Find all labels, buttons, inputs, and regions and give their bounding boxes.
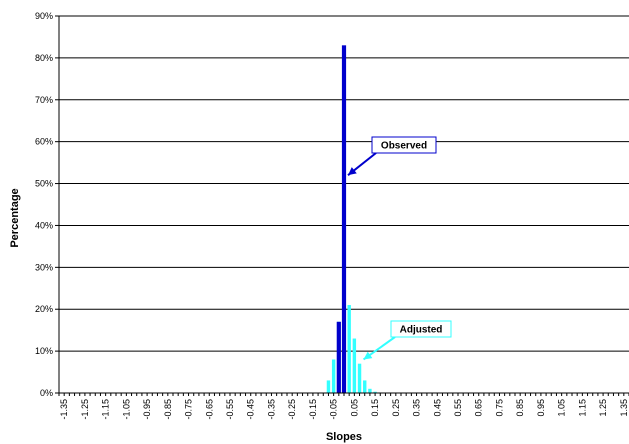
adjusted-bar — [357, 363, 362, 393]
x-tick-label: -0.15 — [308, 399, 318, 420]
x-tick-label: 0.85 — [515, 399, 525, 417]
observed-bar — [336, 321, 341, 393]
callout-arrowhead — [348, 167, 357, 176]
x-tick-label: 0.75 — [494, 399, 504, 417]
x-tick-label: 0.95 — [536, 399, 546, 417]
adjusted-bar — [352, 338, 357, 393]
y-tick-label: 60% — [35, 137, 53, 147]
observed-bar — [341, 45, 347, 393]
x-tick-label: -1.05 — [121, 399, 131, 420]
x-tick-label: 0.65 — [474, 399, 484, 417]
x-tick-labels: -1.35 -1.25 -1.15 -1.05 -0.95 -0.85 -0.75 -0.65… — [59, 399, 629, 420]
y-tick-label: 40% — [35, 220, 53, 230]
x-tick-label: 0.05 — [349, 399, 359, 417]
x-tick-label: -0.95 — [142, 399, 152, 420]
y-tick-label: 50% — [35, 179, 53, 189]
adjusted-bar — [347, 305, 351, 393]
callout-observed: Observed — [347, 136, 437, 176]
callout-label: Adjusted — [400, 325, 443, 336]
x-tick-label: 1.05 — [557, 399, 567, 417]
x-tick-label: -0.55 — [225, 399, 235, 420]
x-tick-label: 1.35 — [619, 399, 629, 417]
x-tick-label: -0.65 — [204, 399, 214, 420]
adjusted-bar — [363, 380, 367, 393]
x-tick-label: -0.35 — [266, 399, 276, 420]
x-tick-label: 0.15 — [370, 399, 380, 417]
y-tick-label: 80% — [35, 53, 53, 63]
adjusted-bar — [373, 391, 377, 393]
x-tick-label: -0.85 — [163, 399, 173, 420]
x-tick-label: 0.35 — [412, 399, 422, 417]
x-tick-label: -0.75 — [184, 399, 194, 420]
x-tick-label: 0.45 — [432, 399, 442, 417]
x-tick-label: 1.15 — [577, 399, 587, 417]
x-tick-label: -1.15 — [101, 399, 111, 420]
annotations: Observed Adjusted — [347, 136, 452, 361]
x-tick-label: -1.25 — [80, 399, 90, 420]
y-tick-label: 0% — [40, 388, 53, 398]
bars — [326, 45, 377, 393]
callout-label: Observed — [381, 141, 427, 152]
adjusted-bar — [368, 388, 372, 393]
y-tick-label: 70% — [35, 95, 53, 105]
callout-box — [390, 320, 452, 338]
axes — [55, 15, 629, 396]
adjusted-bar — [326, 380, 331, 393]
x-axis-title: Slopes — [326, 431, 362, 443]
y-tick-labels: 0% 10% 20% 30% 40% 50% 60% 70% 80% 90% — [35, 11, 53, 398]
y-tick-label: 30% — [35, 262, 53, 272]
x-tick-label: -1.35 — [59, 399, 69, 420]
x-tick-label: -0.05 — [329, 399, 339, 420]
y-axis-title: Percentage — [9, 188, 21, 247]
x-tick-label: 1.25 — [598, 399, 608, 417]
x-tick-label: -0.25 — [287, 399, 297, 420]
y-tick-label: 90% — [35, 11, 53, 21]
x-tick-label: -0.45 — [246, 399, 256, 420]
callout-adjusted: Adjusted — [362, 320, 452, 361]
callout-arrowhead — [363, 351, 373, 360]
x-tick-label: 0.55 — [453, 399, 463, 417]
callout-box — [371, 136, 437, 154]
y-tick-label: 10% — [35, 346, 53, 356]
y-tick-label: 20% — [35, 304, 53, 314]
adjusted-bar — [331, 359, 336, 393]
x-tick-label: 0.25 — [391, 399, 401, 417]
